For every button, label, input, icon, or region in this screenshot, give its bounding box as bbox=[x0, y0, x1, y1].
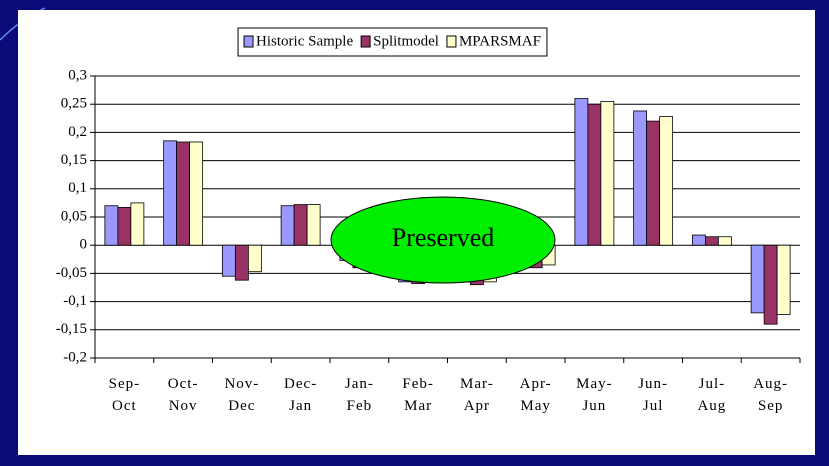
x-tick-label: Dec-Jan bbox=[284, 376, 318, 414]
y-tick-label: -0,15 bbox=[56, 321, 87, 337]
x-tick-label: Aug-Sep bbox=[753, 376, 789, 414]
bar bbox=[704, 236, 719, 246]
bar bbox=[776, 244, 791, 315]
legend-swatch bbox=[243, 35, 254, 48]
x-tick-label: Jun-Jul bbox=[638, 376, 669, 414]
bar bbox=[117, 207, 132, 246]
x-tick-label: Apr-May bbox=[519, 376, 552, 414]
y-tick-label: -0,05 bbox=[56, 265, 87, 281]
legend-swatch bbox=[360, 35, 371, 48]
y-tick-label: 0,05 bbox=[61, 208, 87, 224]
y-tick-label: 0,25 bbox=[61, 96, 87, 112]
x-tick-label: Oct-Nov bbox=[167, 376, 199, 414]
x-tick-label: Jul-Aug bbox=[697, 376, 727, 414]
annotation: Preserved bbox=[392, 223, 495, 252]
legend-label: Historic Sample bbox=[256, 33, 353, 49]
x-tick-label: Feb-Mar bbox=[402, 376, 434, 414]
bar bbox=[633, 110, 648, 246]
y-tick-label: 0,15 bbox=[61, 152, 87, 168]
legend-label: MPARSMAF bbox=[459, 33, 541, 49]
bar bbox=[750, 244, 765, 314]
x-tick-label: Nov-Dec bbox=[224, 376, 260, 414]
bar bbox=[189, 141, 204, 246]
bar bbox=[306, 204, 321, 246]
bar bbox=[587, 103, 602, 246]
x-tick-label: Sep-Oct bbox=[108, 376, 141, 414]
x-tick-label: May-Jun bbox=[576, 376, 613, 414]
y-tick-label: 0,1 bbox=[68, 180, 87, 196]
bar bbox=[104, 205, 119, 246]
bar bbox=[763, 244, 778, 325]
legend-box bbox=[237, 27, 548, 57]
x-tick-label: Mar-Apr bbox=[460, 376, 494, 414]
bar bbox=[600, 100, 615, 246]
y-tick-label: -0,1 bbox=[63, 293, 87, 309]
bar bbox=[176, 141, 191, 246]
bar bbox=[280, 205, 295, 246]
bar bbox=[163, 140, 178, 246]
legend-swatch bbox=[446, 35, 457, 48]
bar bbox=[574, 98, 589, 246]
bar bbox=[646, 120, 661, 246]
bar bbox=[247, 244, 262, 273]
bar bbox=[130, 202, 145, 246]
y-tick-label: 0,3 bbox=[68, 67, 87, 83]
x-tick-label: Jan-Feb bbox=[344, 376, 374, 414]
bar bbox=[659, 116, 674, 246]
y-tick-label: -0,2 bbox=[63, 349, 87, 365]
bar bbox=[234, 244, 249, 281]
y-tick-label: 0 bbox=[80, 237, 88, 253]
bar bbox=[221, 244, 236, 277]
bar bbox=[691, 234, 706, 246]
bar bbox=[293, 204, 308, 246]
legend-label: Splitmodel bbox=[373, 33, 439, 49]
annotation-ellipse bbox=[330, 196, 556, 284]
y-tick-label: 0,2 bbox=[68, 124, 87, 140]
bar bbox=[717, 236, 732, 246]
